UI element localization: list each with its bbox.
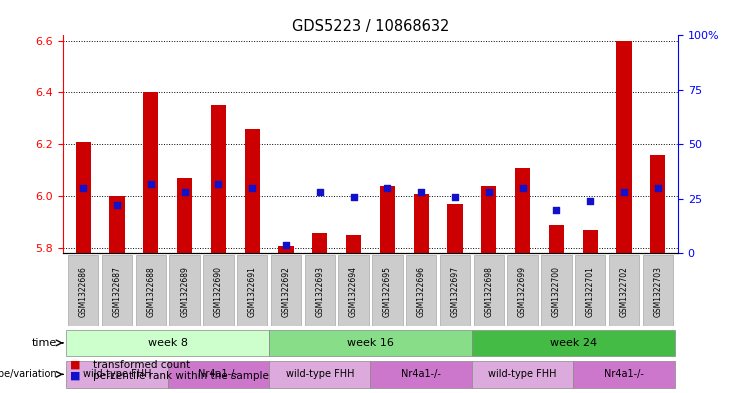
FancyBboxPatch shape <box>472 361 574 387</box>
Point <box>77 185 89 191</box>
Text: time: time <box>32 338 57 348</box>
FancyBboxPatch shape <box>237 255 268 326</box>
Bar <box>143 92 159 253</box>
Text: Nr4a1-/-: Nr4a1-/- <box>199 369 239 379</box>
Bar <box>177 178 192 253</box>
FancyBboxPatch shape <box>136 255 166 326</box>
FancyBboxPatch shape <box>339 255 369 326</box>
Point <box>618 189 630 196</box>
FancyBboxPatch shape <box>67 361 167 387</box>
Text: week 8: week 8 <box>147 338 187 348</box>
Bar <box>413 194 429 253</box>
Point <box>314 189 326 196</box>
FancyBboxPatch shape <box>102 255 132 326</box>
Text: GSM1322689: GSM1322689 <box>180 266 189 317</box>
Text: GSM1322687: GSM1322687 <box>113 266 122 317</box>
FancyBboxPatch shape <box>406 255 436 326</box>
FancyBboxPatch shape <box>372 255 402 326</box>
Text: GSM1322696: GSM1322696 <box>416 266 425 317</box>
FancyBboxPatch shape <box>170 255 200 326</box>
Point <box>516 185 528 191</box>
FancyBboxPatch shape <box>269 330 472 356</box>
Point <box>213 180 225 187</box>
FancyBboxPatch shape <box>269 361 370 387</box>
FancyBboxPatch shape <box>609 255 639 326</box>
Bar <box>76 142 91 253</box>
Point <box>280 242 292 248</box>
Bar <box>515 168 530 253</box>
Text: Nr4a1-/-: Nr4a1-/- <box>604 369 644 379</box>
Text: GSM1322693: GSM1322693 <box>316 266 325 317</box>
Text: GSM1322701: GSM1322701 <box>585 266 595 317</box>
Bar <box>245 129 260 253</box>
Text: week 16: week 16 <box>347 338 394 348</box>
Bar <box>346 235 361 253</box>
Text: GSM1322703: GSM1322703 <box>654 266 662 317</box>
FancyBboxPatch shape <box>508 255 538 326</box>
Text: GSM1322686: GSM1322686 <box>79 266 87 317</box>
Text: Nr4a1-/-: Nr4a1-/- <box>402 369 441 379</box>
Point <box>483 189 495 196</box>
Text: GSM1322694: GSM1322694 <box>349 266 358 317</box>
Bar <box>110 196 124 253</box>
Bar <box>582 230 598 253</box>
FancyBboxPatch shape <box>203 255 233 326</box>
Text: GSM1322699: GSM1322699 <box>518 266 527 317</box>
Text: GSM1322695: GSM1322695 <box>383 266 392 317</box>
Text: ■: ■ <box>70 360 81 370</box>
Point <box>179 189 190 196</box>
Text: percentile rank within the sample: percentile rank within the sample <box>93 371 268 381</box>
FancyBboxPatch shape <box>370 361 472 387</box>
Text: wild-type FHH: wild-type FHH <box>488 369 556 379</box>
Text: GSM1322692: GSM1322692 <box>282 266 290 317</box>
Text: GSM1322700: GSM1322700 <box>552 266 561 317</box>
Point <box>584 198 596 204</box>
Text: GSM1322697: GSM1322697 <box>451 266 459 317</box>
Text: ■: ■ <box>70 371 81 381</box>
Bar <box>211 105 226 253</box>
Point <box>348 194 359 200</box>
Text: week 24: week 24 <box>550 338 597 348</box>
FancyBboxPatch shape <box>270 255 302 326</box>
FancyBboxPatch shape <box>575 255 605 326</box>
Bar <box>549 225 564 253</box>
Title: GDS5223 / 10868632: GDS5223 / 10868632 <box>292 19 449 34</box>
Point <box>415 189 427 196</box>
Bar <box>650 155 665 253</box>
Text: genotype/variation: genotype/variation <box>0 369 57 379</box>
Text: GSM1322690: GSM1322690 <box>214 266 223 317</box>
Text: GSM1322698: GSM1322698 <box>485 266 494 317</box>
Bar <box>279 246 293 253</box>
Text: wild-type FHH: wild-type FHH <box>83 369 151 379</box>
Point <box>382 185 393 191</box>
Text: GSM1322691: GSM1322691 <box>247 266 256 317</box>
Point <box>246 185 258 191</box>
Text: transformed count: transformed count <box>93 360 190 370</box>
FancyBboxPatch shape <box>541 255 571 326</box>
Bar <box>481 186 496 253</box>
Point <box>652 185 664 191</box>
Bar <box>312 233 328 253</box>
Point <box>111 202 123 209</box>
FancyBboxPatch shape <box>472 330 674 356</box>
FancyBboxPatch shape <box>68 255 99 326</box>
Bar <box>617 40 631 253</box>
FancyBboxPatch shape <box>439 255 471 326</box>
FancyBboxPatch shape <box>473 255 504 326</box>
FancyBboxPatch shape <box>642 255 673 326</box>
Point <box>551 207 562 213</box>
Text: wild-type FHH: wild-type FHH <box>285 369 354 379</box>
Point <box>449 194 461 200</box>
Text: GSM1322702: GSM1322702 <box>619 266 628 317</box>
Bar <box>448 204 462 253</box>
Point <box>145 180 157 187</box>
Bar <box>380 186 395 253</box>
FancyBboxPatch shape <box>574 361 674 387</box>
Text: GSM1322688: GSM1322688 <box>146 266 156 317</box>
FancyBboxPatch shape <box>67 330 269 356</box>
FancyBboxPatch shape <box>305 255 335 326</box>
FancyBboxPatch shape <box>167 361 269 387</box>
